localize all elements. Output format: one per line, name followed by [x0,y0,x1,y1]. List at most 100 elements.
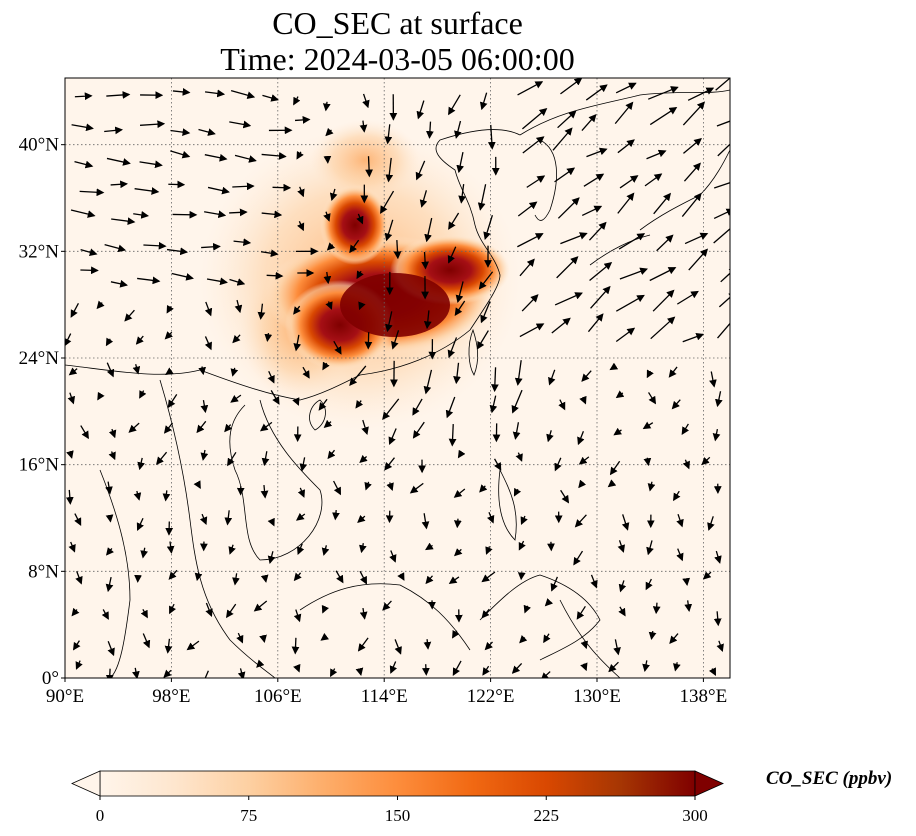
wind-arrow [652,289,675,312]
wind-arrow [653,192,672,215]
wind-arrow [137,276,161,285]
colorbar-min-extension [71,770,101,797]
wind-arrow [554,457,562,472]
coastline-layer [65,89,730,678]
wind-arrow [457,449,466,459]
wind-arrow [204,89,226,98]
wind-arrow [673,662,681,672]
wind-arrow [485,546,493,555]
wind-arrow [713,611,722,627]
wind-arrow [105,547,114,556]
wind-arrow [687,87,715,101]
wind-arrow [204,336,212,351]
wind-arrow [68,367,78,376]
wind-arrow [230,367,239,377]
wind-arrow [454,120,462,139]
wind-arrow [261,451,270,467]
wind-arrow [260,249,279,258]
wind-arrow [137,457,145,471]
wind-arrow [229,278,246,286]
wind-arrow [105,481,113,495]
wind-arrow [357,637,369,652]
wind-arrow [511,389,523,414]
wind-arrow [75,660,83,670]
wind-arrow [325,301,333,310]
wind-arrow [519,635,528,644]
wind-arrow [266,271,284,280]
wind-arrow [74,513,82,527]
wind-arrow [232,334,241,344]
wind-arrow [607,479,617,488]
wind-arrow [166,304,174,314]
wind-arrow [111,217,136,226]
wind-arrow [359,543,367,554]
wind-arrow [380,190,395,214]
wind-arrow [170,128,191,136]
wind-arrow [297,186,305,198]
wind-arrow [715,78,730,91]
wind-arrow [581,113,597,132]
wind-arrow [493,458,502,471]
wind-arrow [521,294,539,312]
wind-arrow [74,92,93,101]
wind-arrow [302,366,310,379]
wind-arrow [456,152,465,174]
wind-arrow [291,637,300,655]
wind-arrow [585,84,608,101]
wind-arrow [515,452,523,462]
colorbar-max-extension [694,770,724,797]
wind-arrow [644,173,663,187]
wind-arrow [412,398,423,416]
wind-arrow [676,548,684,562]
wind-arrow [105,337,114,347]
wind-arrow [167,394,178,409]
wind-arrow [702,571,712,580]
wind-arrow [333,480,341,496]
wind-arrow [718,291,730,308]
longitude-axis: 90°E 98°E 106°E 114°E 122°E 130°E 138°E [46,678,727,707]
wind-arrow [577,431,585,446]
lon-tick-label: 98°E [152,686,190,707]
wind-arrow [359,607,368,620]
wind-arrow [253,600,268,612]
wind-arrow [514,360,523,386]
wind-arrow [526,175,546,188]
wind-arrow [682,332,705,343]
wind-arrow [391,330,400,350]
wind-arrow [204,301,213,317]
wind-arrow [68,541,76,553]
wind-arrow [166,247,189,256]
wind-arrow [229,208,248,217]
wind-arrow [458,184,467,204]
wind-arrow [426,121,434,139]
lon-tick-label: 114°E [361,686,408,707]
wind-arrow [688,248,709,271]
colorbar-tick-label: 75 [240,806,257,825]
wind-arrow [613,427,622,436]
wind-arrow [389,661,397,674]
wind-arrow [260,484,269,499]
wind-arrow [323,211,331,222]
colorbar-tick-label: 225 [534,806,560,825]
wind-arrow [261,152,287,160]
wind-arrow [708,667,716,677]
wind-arrow [200,449,209,461]
wind-arrow [270,390,280,405]
wind-arrow [518,540,526,551]
map-title: CO_SEC at surface [272,5,523,41]
wind-arrow [586,147,608,158]
wind-arrow [615,327,636,343]
wind-arrow [682,459,690,470]
colorbar-gradient [99,770,696,797]
colorbar: 0 75 150 225 300 [71,770,724,825]
wind-arrow [80,248,98,256]
colorbar-tick-label: 300 [682,806,708,825]
wind-arrow [483,214,494,240]
wind-arrow [267,517,275,527]
wind-arrow [193,480,201,490]
wind-arrow [557,110,577,129]
wind-arrow [590,285,611,309]
wind-arrow [546,430,554,443]
wind-arrow [556,256,579,279]
wind-arrow [425,542,434,551]
